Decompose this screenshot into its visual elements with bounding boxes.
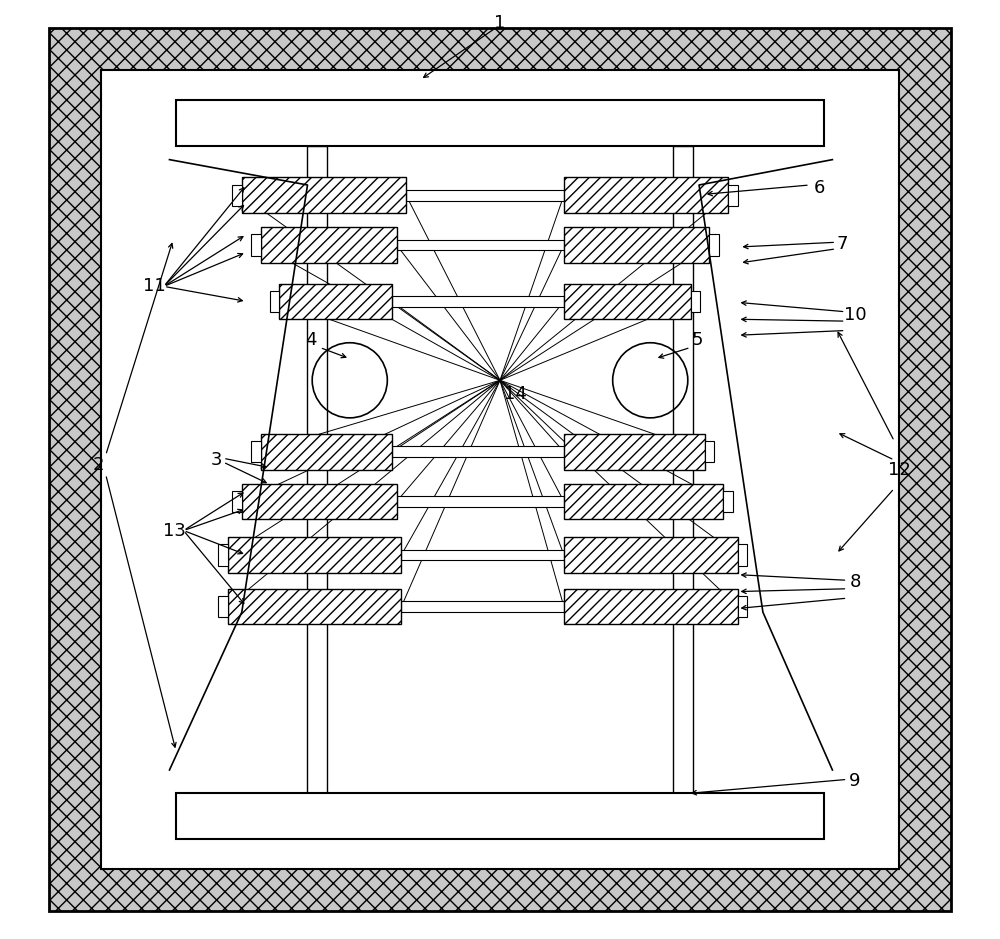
- Bar: [218, 596, 228, 617]
- Bar: [723, 491, 733, 512]
- Text: 4: 4: [305, 331, 316, 349]
- Bar: [270, 291, 279, 312]
- Bar: [176, 793, 824, 839]
- Text: 13: 13: [163, 521, 186, 540]
- Bar: [564, 177, 728, 213]
- Bar: [101, 70, 899, 869]
- Text: 2: 2: [92, 455, 104, 474]
- Bar: [728, 185, 738, 206]
- Text: 1: 1: [494, 14, 506, 33]
- Bar: [242, 177, 406, 213]
- Text: 3: 3: [211, 451, 222, 470]
- Bar: [307, 146, 327, 793]
- Text: 12: 12: [888, 460, 911, 479]
- Bar: [738, 596, 747, 617]
- Bar: [673, 146, 693, 793]
- Text: 14: 14: [504, 385, 526, 404]
- Bar: [401, 601, 564, 612]
- Bar: [709, 235, 719, 255]
- Text: 11: 11: [143, 277, 166, 296]
- Bar: [564, 537, 738, 573]
- Text: 5: 5: [691, 331, 703, 349]
- Bar: [705, 441, 714, 462]
- Bar: [228, 537, 401, 573]
- Bar: [232, 185, 242, 206]
- Bar: [564, 484, 723, 519]
- Bar: [564, 227, 709, 263]
- Bar: [242, 484, 397, 519]
- Text: 8: 8: [849, 573, 861, 592]
- Bar: [279, 284, 392, 319]
- Bar: [564, 284, 691, 319]
- Bar: [251, 441, 261, 462]
- Bar: [251, 235, 261, 255]
- Bar: [392, 296, 564, 307]
- Bar: [261, 227, 397, 263]
- Bar: [218, 545, 228, 565]
- Text: 10: 10: [844, 305, 866, 324]
- Bar: [564, 434, 705, 470]
- Bar: [397, 239, 564, 251]
- Bar: [232, 491, 242, 512]
- Bar: [564, 589, 738, 624]
- Bar: [261, 434, 392, 470]
- Bar: [406, 190, 564, 201]
- Bar: [228, 589, 401, 624]
- Text: 6: 6: [814, 178, 825, 197]
- Text: 7: 7: [837, 235, 848, 254]
- Bar: [691, 291, 700, 312]
- Bar: [397, 496, 564, 507]
- Bar: [401, 549, 564, 561]
- Bar: [176, 100, 824, 146]
- Bar: [392, 446, 564, 457]
- Bar: [738, 545, 747, 565]
- Text: 9: 9: [849, 772, 861, 791]
